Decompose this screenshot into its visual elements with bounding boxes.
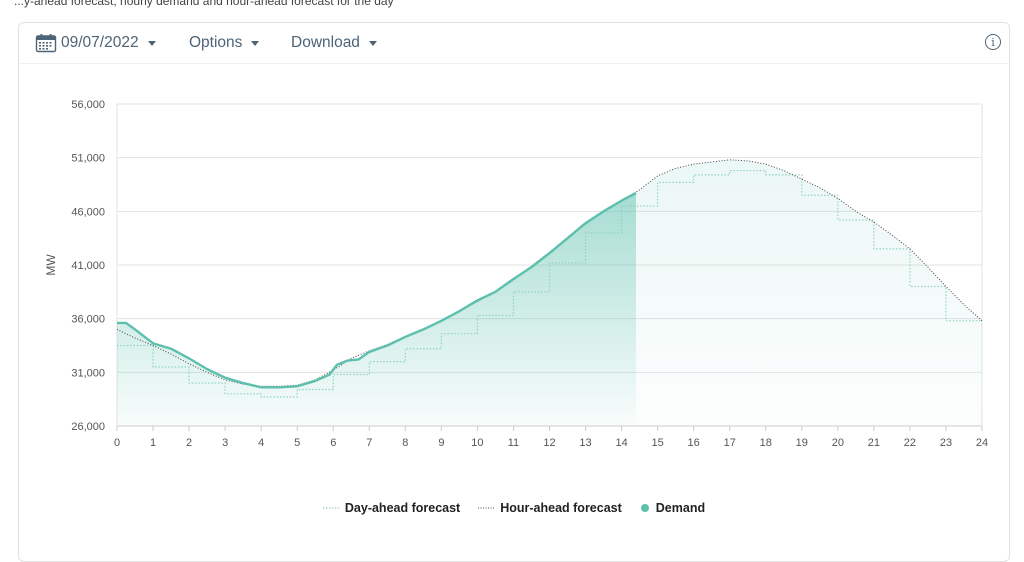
legend-item-demand[interactable]: Demand bbox=[640, 501, 705, 515]
legend-hour-ahead-swatch bbox=[478, 507, 495, 509]
x-tick-label: 24 bbox=[976, 437, 988, 449]
download-label: Download bbox=[291, 34, 360, 51]
legend-item-hour-ahead[interactable]: Hour-ahead forecast bbox=[478, 501, 622, 515]
options-dropdown[interactable]: Options bbox=[189, 32, 260, 54]
demand-chart: 26,000 31,000 36,000 41,000 46,000 51,000 56,0… bbox=[44, 99, 988, 449]
x-tick-label: 0 bbox=[114, 437, 120, 449]
y-tick-label: 36,000 bbox=[71, 314, 105, 326]
x-tick-label: 3 bbox=[222, 437, 228, 449]
x-tick-label: 12 bbox=[543, 437, 555, 449]
chart-panel: 09/07/2022 Options Download i 26,000 31,0… bbox=[18, 22, 1010, 562]
x-tick-label: 6 bbox=[330, 437, 336, 449]
chevron-down-icon bbox=[368, 41, 377, 46]
legend-label: Demand bbox=[655, 501, 706, 515]
legend-item-day-ahead[interactable]: Day-ahead forecast bbox=[322, 501, 461, 515]
y-tick-label: 41,000 bbox=[71, 260, 105, 272]
x-tick-label: 9 bbox=[438, 437, 444, 449]
info-icon[interactable]: i bbox=[985, 34, 1001, 50]
calendar-icon bbox=[35, 33, 57, 53]
x-tick-label: 1 bbox=[150, 437, 156, 449]
y-tick-label: 26,000 bbox=[71, 421, 105, 433]
x-tick-label: 21 bbox=[868, 437, 880, 449]
x-tick-label: 19 bbox=[796, 437, 808, 449]
x-tick-label: 5 bbox=[294, 437, 300, 449]
legend-label: Day-ahead forecast bbox=[344, 501, 461, 515]
date-picker[interactable]: 09/07/2022 bbox=[35, 32, 156, 54]
x-tick-label: 4 bbox=[258, 437, 264, 449]
x-tick-label: 22 bbox=[904, 437, 916, 449]
chart-toolbar: 09/07/2022 Options Download i bbox=[19, 23, 1009, 64]
legend-demand-swatch bbox=[640, 504, 649, 512]
legend-label: Hour-ahead forecast bbox=[500, 501, 622, 515]
x-tick-label: 15 bbox=[652, 437, 664, 449]
y-axis-label: MW bbox=[44, 254, 58, 276]
options-label: Options bbox=[189, 34, 243, 51]
x-tick-label: 17 bbox=[724, 437, 736, 449]
x-tick-label: 7 bbox=[366, 437, 372, 449]
y-tick-label: 31,000 bbox=[71, 367, 105, 379]
x-tick-label: 8 bbox=[402, 437, 408, 449]
chevron-down-icon bbox=[251, 41, 260, 46]
date-value: 09/07/2022 bbox=[61, 34, 139, 51]
y-tick-label: 51,000 bbox=[71, 153, 105, 165]
page-caption-text: ...y-ahead forecast, hourly demand and h… bbox=[14, 0, 394, 8]
x-tick-label: 20 bbox=[832, 437, 844, 449]
chart-legend: Day-ahead forecast Hour-ahead forecast D… bbox=[19, 498, 1009, 518]
x-tick-label: 13 bbox=[579, 437, 591, 449]
demand-area bbox=[117, 193, 636, 426]
y-tick-label: 56,000 bbox=[71, 99, 105, 111]
x-tick-label: 23 bbox=[940, 437, 952, 449]
day-ahead-forecast-line bbox=[117, 169, 982, 398]
y-tick-label: 46,000 bbox=[71, 206, 105, 218]
chevron-down-icon bbox=[147, 41, 156, 46]
x-tick-label: 11 bbox=[508, 437, 519, 449]
x-tick-label: 14 bbox=[615, 437, 627, 449]
download-dropdown[interactable]: Download bbox=[291, 32, 377, 54]
legend-day-ahead-swatch bbox=[322, 507, 339, 509]
page-caption: ...y-ahead forecast, hourly demand and h… bbox=[0, 0, 1024, 12]
forecast-area bbox=[636, 159, 982, 426]
demand-line bbox=[117, 192, 637, 389]
x-tick-label: 10 bbox=[471, 437, 483, 449]
x-tick-label: 18 bbox=[760, 437, 772, 449]
x-tick-label: 16 bbox=[688, 437, 700, 449]
x-tick-label: 2 bbox=[186, 437, 192, 449]
